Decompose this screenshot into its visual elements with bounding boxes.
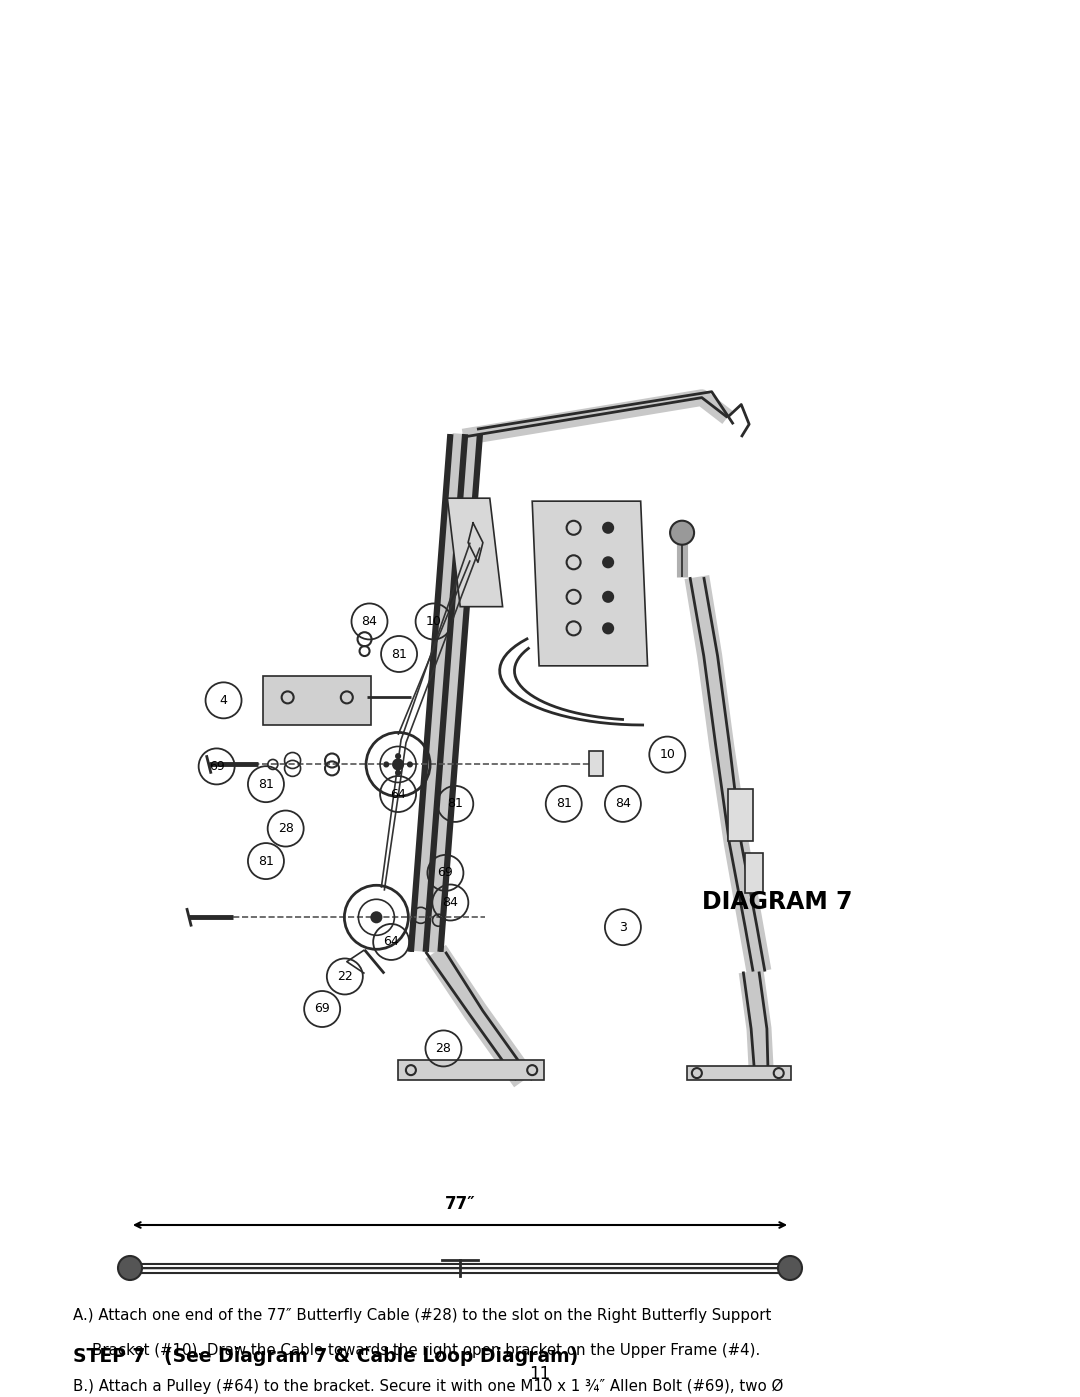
Circle shape xyxy=(670,521,694,545)
Text: 81: 81 xyxy=(258,778,274,791)
Text: 81: 81 xyxy=(447,798,463,810)
Circle shape xyxy=(396,754,400,759)
Polygon shape xyxy=(264,676,372,725)
FancyBboxPatch shape xyxy=(728,789,754,841)
Text: 3: 3 xyxy=(619,921,626,933)
Text: 10: 10 xyxy=(660,747,675,761)
Text: 81: 81 xyxy=(556,798,571,810)
Text: 84: 84 xyxy=(362,615,377,629)
Text: 22: 22 xyxy=(337,970,353,983)
Text: 81: 81 xyxy=(258,855,274,868)
Circle shape xyxy=(603,592,613,602)
Text: 11: 11 xyxy=(529,1365,551,1383)
Text: 69: 69 xyxy=(437,866,454,880)
Circle shape xyxy=(372,912,381,922)
Text: 10: 10 xyxy=(426,615,442,629)
Circle shape xyxy=(778,1256,802,1280)
Polygon shape xyxy=(687,1066,791,1080)
Text: 84: 84 xyxy=(443,895,458,909)
Text: (See Diagram 7 & Cable Loop Diagram): (See Diagram 7 & Cable Loop Diagram) xyxy=(151,1347,579,1366)
Text: 64: 64 xyxy=(383,936,399,949)
Polygon shape xyxy=(447,499,502,606)
Text: DIAGRAM 7: DIAGRAM 7 xyxy=(702,890,853,914)
Circle shape xyxy=(393,760,403,770)
Polygon shape xyxy=(399,1060,544,1080)
Text: 28: 28 xyxy=(278,821,294,835)
Circle shape xyxy=(396,771,400,775)
Circle shape xyxy=(408,763,411,767)
Text: 28: 28 xyxy=(435,1042,451,1055)
FancyBboxPatch shape xyxy=(590,752,604,777)
FancyBboxPatch shape xyxy=(745,852,764,893)
Text: STEP 7: STEP 7 xyxy=(73,1347,146,1366)
Text: 84: 84 xyxy=(615,798,631,810)
Circle shape xyxy=(603,623,613,633)
Circle shape xyxy=(118,1256,141,1280)
Text: Bracket (#10). Draw the Cable towards the right open bracket on the Upper Frame : Bracket (#10). Draw the Cable towards th… xyxy=(73,1344,760,1358)
Text: A.) Attach one end of the 77″ Butterfly Cable (#28) to the slot on the Right But: A.) Attach one end of the 77″ Butterfly … xyxy=(73,1308,772,1323)
Text: 69: 69 xyxy=(314,1003,330,1016)
Circle shape xyxy=(603,557,613,567)
Text: 4: 4 xyxy=(219,694,228,707)
Polygon shape xyxy=(532,502,648,666)
Text: 77″: 77″ xyxy=(445,1194,475,1213)
Text: 64: 64 xyxy=(390,788,406,800)
Text: 81: 81 xyxy=(391,647,407,661)
Text: B.) Attach a Pulley (#64) to the bracket. Secure it with one M10 x 1 ¾″ Allen Bo: B.) Attach a Pulley (#64) to the bracket… xyxy=(73,1379,784,1394)
Text: 69: 69 xyxy=(208,760,225,773)
Circle shape xyxy=(384,763,388,767)
Circle shape xyxy=(603,522,613,532)
